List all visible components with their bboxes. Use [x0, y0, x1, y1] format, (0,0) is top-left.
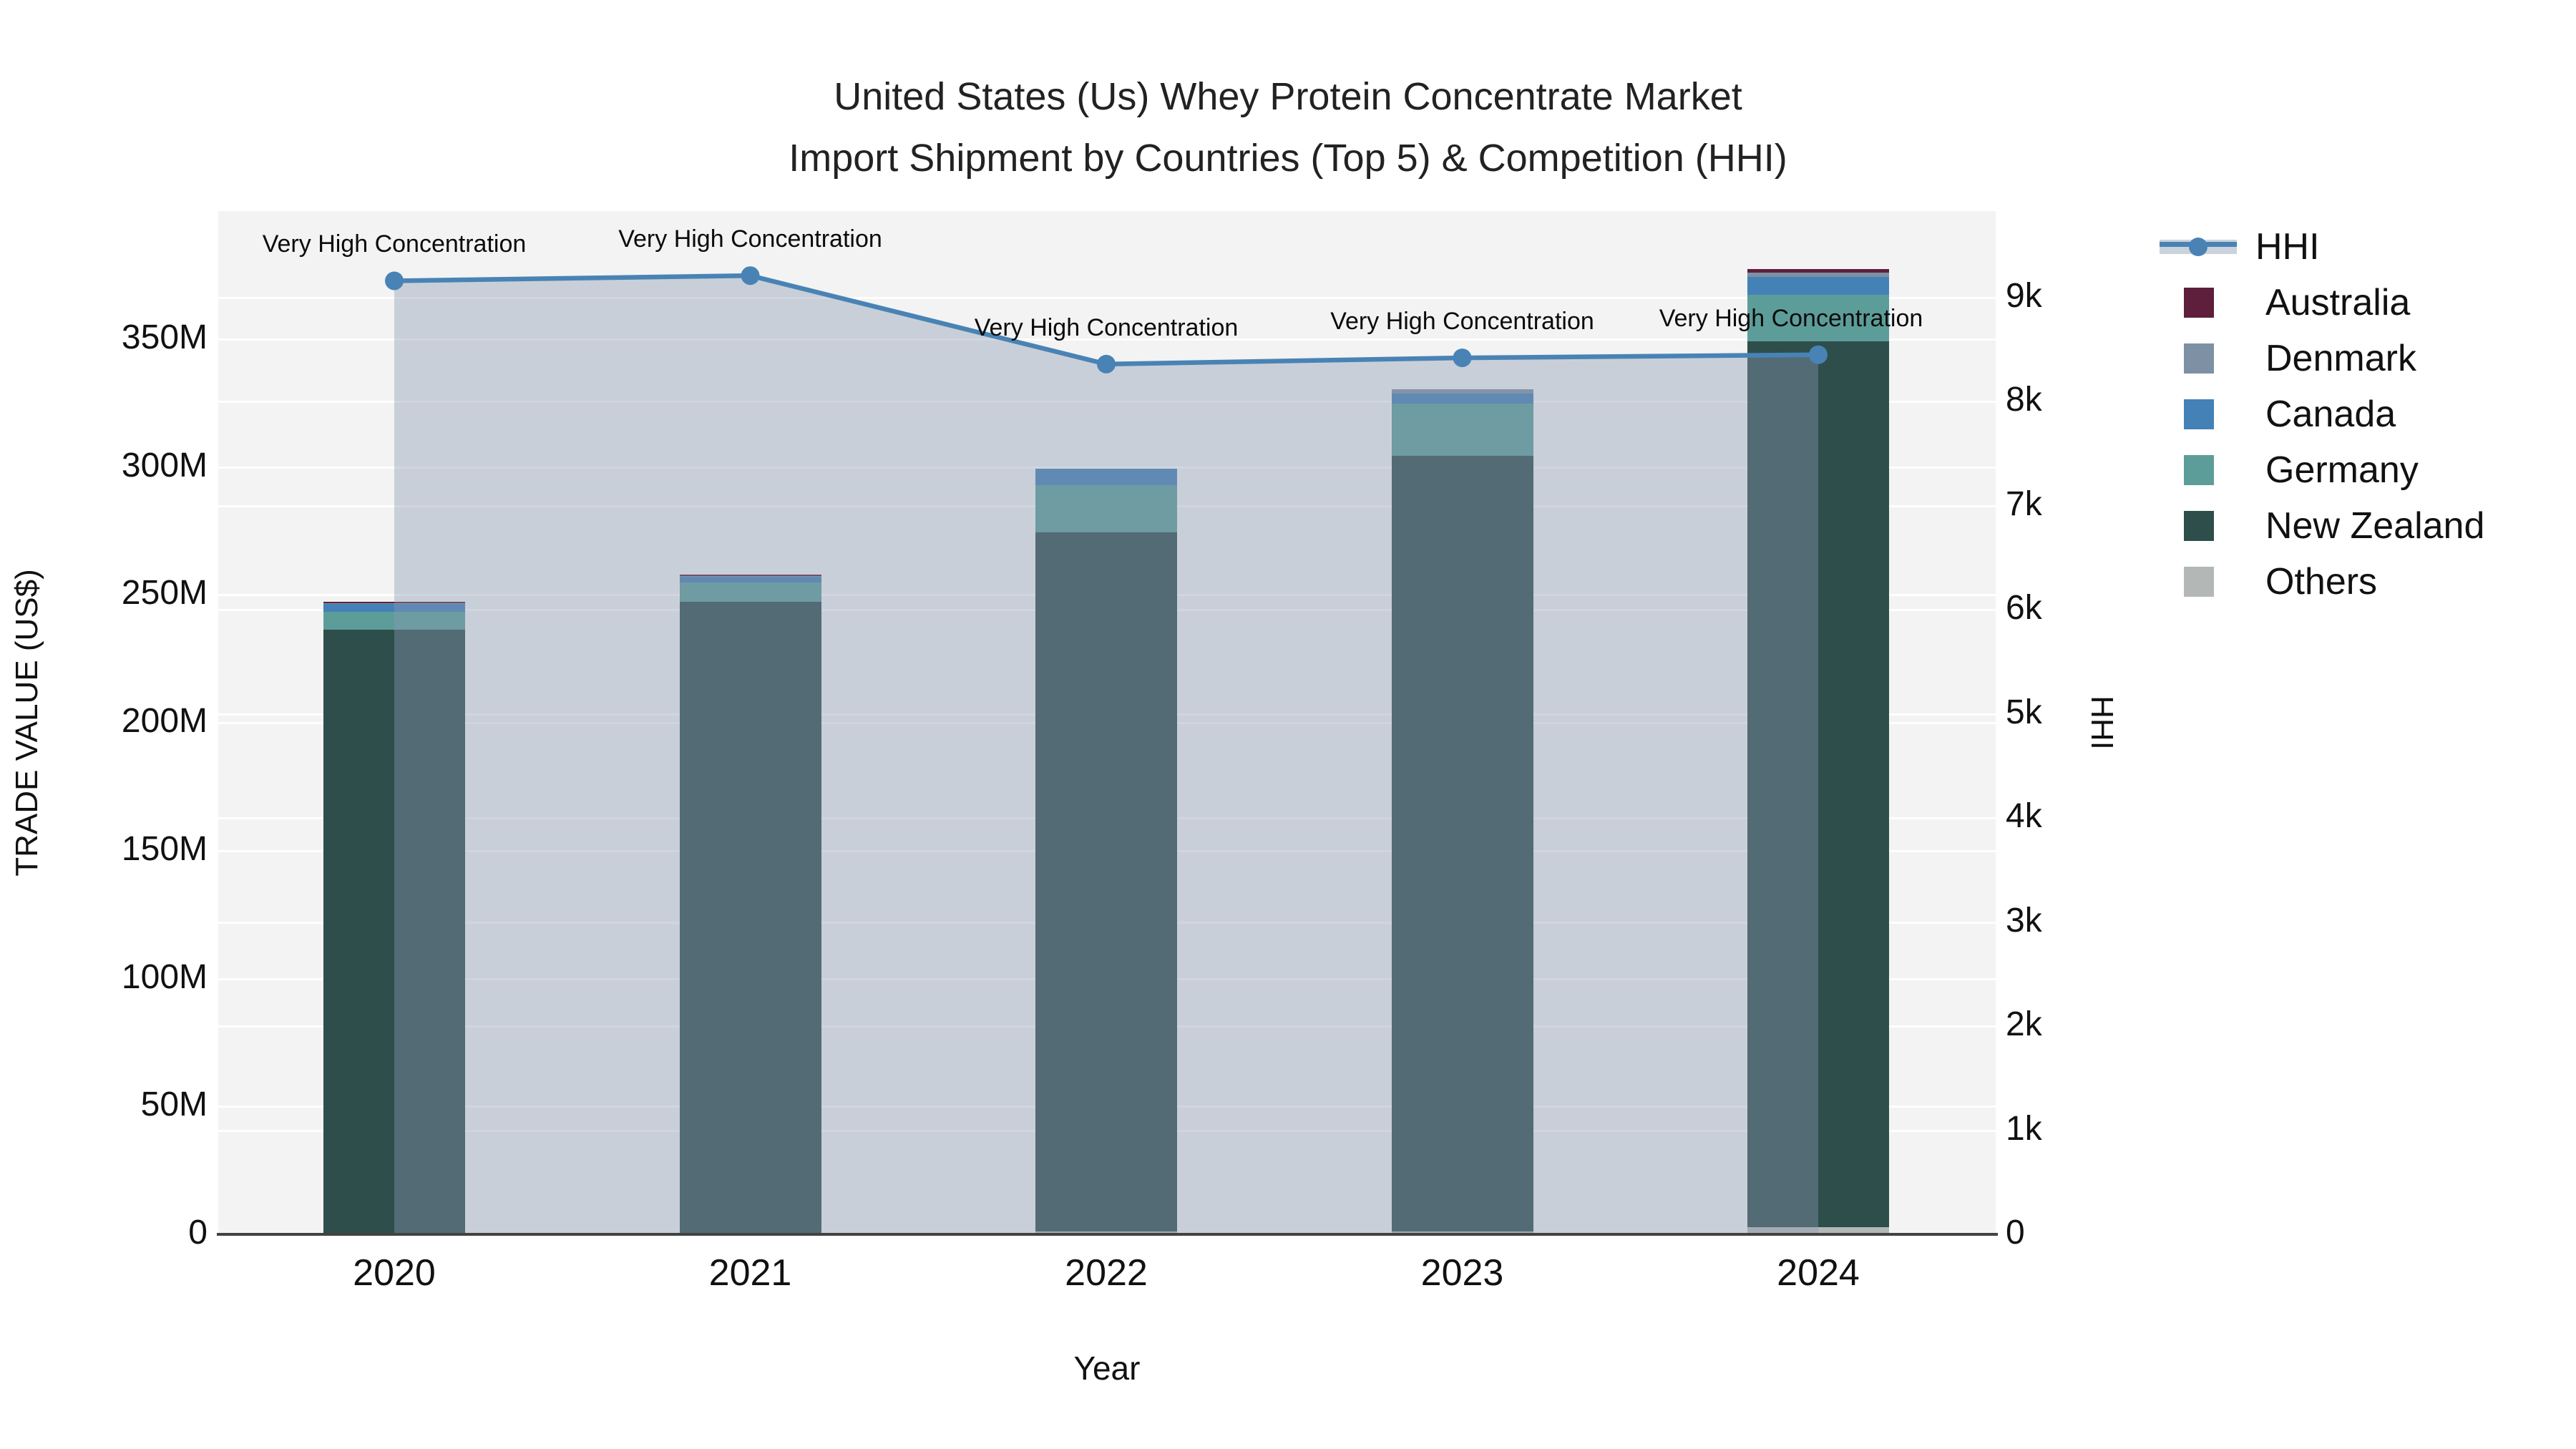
left-tick-250M: 250M: [121, 574, 208, 613]
bar-2020-new-zealand[interactable]: [323, 629, 465, 1234]
left-tick-50M: 50M: [140, 1085, 208, 1124]
bar-2024-canada[interactable]: [1747, 276, 1889, 295]
bar-2024-australia[interactable]: [1747, 268, 1889, 273]
legend-item-others[interactable]: Others: [2170, 554, 2377, 610]
hhi-line-layer: [385, 266, 1828, 1234]
bar-2021-new-zealand[interactable]: [679, 601, 821, 1234]
legend-item-australia[interactable]: Australia: [2170, 275, 2410, 331]
bar-2022-germany[interactable]: [1035, 485, 1177, 532]
bar-2023-germany[interactable]: [1391, 403, 1533, 457]
legend-label-new-zealand: New Zealand: [2265, 505, 2485, 547]
legend-label-canada: Canada: [2265, 394, 2396, 435]
gridline-left-350M: [218, 338, 1996, 341]
legend-item-germany[interactable]: Germany: [2170, 442, 2419, 498]
hhi-dot-swatch: [2189, 238, 2207, 256]
bar-2024-germany[interactable]: [1747, 294, 1889, 342]
x-tick-2020: 2020: [353, 1252, 436, 1294]
x-tick-2022: 2022: [1065, 1252, 1148, 1294]
bar-2023-canada[interactable]: [1391, 393, 1533, 404]
left-tick-150M: 150M: [121, 829, 208, 868]
bar-2022-new-zealand[interactable]: [1035, 532, 1177, 1232]
right-tick-6k: 6k: [2006, 589, 2042, 628]
right-tick-9k: 9k: [2006, 276, 2042, 315]
legend-swatch-australia: [2184, 288, 2214, 318]
legend-label-germany: Germany: [2265, 449, 2419, 491]
bar-2020-australia[interactable]: [323, 602, 465, 603]
right-tick-4k: 4k: [2006, 797, 2042, 836]
bar-2024-denmark[interactable]: [1747, 272, 1889, 277]
plot-area: Very High Concentration Very High Concent…: [218, 211, 1996, 1235]
bar-2021-denmark[interactable]: [679, 575, 821, 577]
bar-2021-australia[interactable]: [679, 574, 821, 576]
legend-label-denmark: Denmark: [2265, 338, 2416, 379]
annotation-2023: Very High Concentration: [1330, 308, 1594, 336]
legend-item-denmark[interactable]: Denmark: [2170, 331, 2416, 386]
gridline-right-9k: [218, 296, 1996, 299]
right-tick-3k: 3k: [2006, 901, 2042, 940]
gridline-left-300M: [218, 466, 1996, 469]
right-tick-5k: 5k: [2006, 693, 2042, 731]
left-tick-350M: 350M: [121, 318, 208, 356]
left-tick-200M: 200M: [121, 702, 208, 740]
bar-2022-canada[interactable]: [1035, 469, 1177, 486]
bar-2023-denmark[interactable]: [1391, 389, 1533, 394]
right-axis-title: HHI: [2084, 696, 2119, 750]
x-axis-line: [217, 1233, 1998, 1236]
annotation-2021: Very High Concentration: [618, 225, 882, 253]
x-tick-2021: 2021: [708, 1252, 792, 1294]
bar-2021-germany[interactable]: [679, 582, 821, 602]
right-tick-0: 0: [2006, 1214, 2025, 1252]
x-tick-2024: 2024: [1777, 1252, 1860, 1294]
legend-swatch-denmark: [2184, 343, 2214, 374]
hhi-legend-swatch: [2160, 232, 2237, 262]
left-tick-100M: 100M: [121, 957, 208, 996]
legend-swatch-others: [2184, 567, 2214, 597]
x-tick-2023: 2023: [1420, 1252, 1504, 1294]
hhi-marker-2024[interactable]: [1809, 345, 1828, 364]
hhi-marker-2020[interactable]: [385, 271, 404, 291]
annotation-2024: Very High Concentration: [1659, 304, 1923, 332]
legend-item-canada[interactable]: Canada: [2170, 386, 2396, 442]
legend-label-hhi: HHI: [2255, 226, 2320, 268]
bar-2024-others[interactable]: [1747, 1226, 1889, 1234]
hhi-marker-2022[interactable]: [1097, 354, 1116, 374]
legend-swatch-canada: [2184, 399, 2214, 429]
annotation-2022: Very High Concentration: [974, 313, 1239, 341]
left-tick-300M: 300M: [121, 446, 208, 484]
chart-title: United States (Us) Whey Protein Concentr…: [429, 66, 2147, 189]
right-tick-1k: 1k: [2006, 1109, 2042, 1148]
legend-item-new-zealand[interactable]: New Zealand: [2170, 498, 2484, 554]
annotation-2020: Very High Concentration: [262, 230, 527, 258]
bar-2020-canada[interactable]: [323, 604, 465, 612]
x-axis-title: Year: [1073, 1350, 1141, 1387]
gridline-right-8k: [218, 401, 1996, 404]
legend-item-hhi[interactable]: HHI: [2160, 219, 2320, 275]
hhi-marker-2023[interactable]: [1453, 348, 1472, 368]
hhi-marker-2021[interactable]: [741, 266, 760, 286]
chart-title-line1: United States (Us) Whey Protein Concentr…: [834, 75, 1742, 118]
right-tick-8k: 8k: [2006, 381, 2042, 419]
legend-label-australia: Australia: [2265, 282, 2411, 323]
legend-swatch-new-zealand: [2184, 511, 2214, 541]
hhi-area-fill: [394, 275, 1818, 1234]
bar-2023-new-zealand[interactable]: [1391, 456, 1533, 1232]
bar-2020-germany[interactable]: [323, 611, 465, 630]
left-tick-0: 0: [188, 1214, 208, 1252]
bar-2021-canada[interactable]: [679, 577, 821, 583]
right-tick-2k: 2k: [2006, 1005, 2042, 1044]
legend-label-others: Others: [2265, 561, 2378, 602]
bar-2024-new-zealand[interactable]: [1747, 341, 1889, 1227]
legend-swatch-germany: [2184, 455, 2214, 485]
left-axis-title: TRADE VALUE (US$): [9, 569, 44, 877]
right-tick-7k: 7k: [2006, 484, 2042, 523]
chart-title-line2: Import Shipment by Countries (Top 5) & C…: [789, 137, 1787, 180]
bar-2020-denmark[interactable]: [323, 602, 465, 605]
